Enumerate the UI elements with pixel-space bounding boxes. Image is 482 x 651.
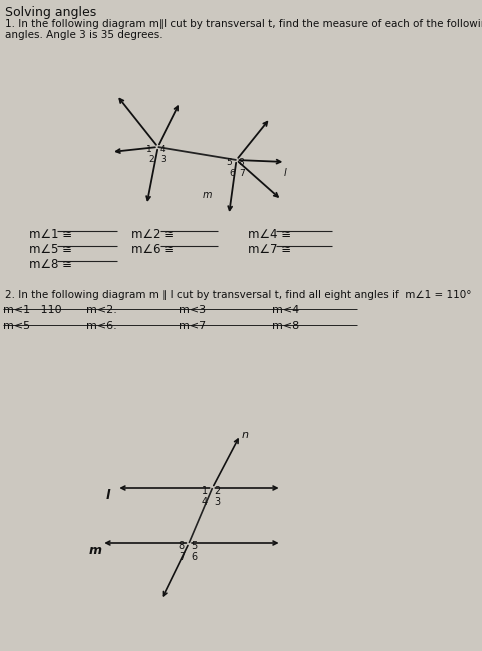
Text: 4: 4 xyxy=(202,497,208,507)
Text: 2. In the following diagram m ∥ l cut by transversal t, find all eight angles if: 2. In the following diagram m ∥ l cut by… xyxy=(4,290,471,300)
Text: m∠4 ≅: m∠4 ≅ xyxy=(248,228,291,241)
Text: m: m xyxy=(89,544,102,557)
Text: m∠7 ≅: m∠7 ≅ xyxy=(248,243,291,256)
Text: l: l xyxy=(105,489,109,502)
Text: l: l xyxy=(284,168,287,178)
Text: n: n xyxy=(242,430,249,440)
Text: 2: 2 xyxy=(148,155,154,164)
Text: m<7: m<7 xyxy=(179,321,206,331)
Text: Solving angles: Solving angles xyxy=(4,6,96,19)
Text: 5: 5 xyxy=(191,541,198,551)
Text: 1: 1 xyxy=(202,486,208,496)
Text: angles. Angle 3 is 35 degrees.: angles. Angle 3 is 35 degrees. xyxy=(4,30,162,40)
Text: 1: 1 xyxy=(146,145,151,154)
Text: m∠2 ≅: m∠2 ≅ xyxy=(132,228,174,241)
Text: 4: 4 xyxy=(160,145,165,154)
Text: 1. In the following diagram m∥l cut by transversal t, find the measure of each o: 1. In the following diagram m∥l cut by t… xyxy=(4,19,482,29)
Text: 3: 3 xyxy=(160,155,166,164)
Text: 6: 6 xyxy=(230,169,236,178)
Text: 3: 3 xyxy=(215,497,221,507)
Text: m: m xyxy=(203,190,212,200)
Text: m<6.: m<6. xyxy=(86,321,117,331)
Text: m<3: m<3 xyxy=(179,305,206,315)
Text: m∠8 ≅: m∠8 ≅ xyxy=(28,258,71,271)
Text: 8: 8 xyxy=(179,541,185,551)
Text: 2: 2 xyxy=(215,486,221,496)
Text: 6: 6 xyxy=(191,552,198,562)
Text: 5: 5 xyxy=(227,158,232,167)
Text: m<4: m<4 xyxy=(272,305,299,315)
Text: m<2.: m<2. xyxy=(86,305,117,315)
Text: m∠6 ≅: m∠6 ≅ xyxy=(132,243,174,256)
Text: m∠1 ≅: m∠1 ≅ xyxy=(28,228,72,241)
Text: m<5: m<5 xyxy=(3,321,30,331)
Text: m<1   110: m<1 110 xyxy=(3,305,62,315)
Text: m∠5 ≅: m∠5 ≅ xyxy=(28,243,71,256)
Text: 8: 8 xyxy=(239,158,244,167)
Text: m<8: m<8 xyxy=(272,321,299,331)
Text: 7: 7 xyxy=(179,552,185,562)
Text: 7: 7 xyxy=(239,169,244,178)
